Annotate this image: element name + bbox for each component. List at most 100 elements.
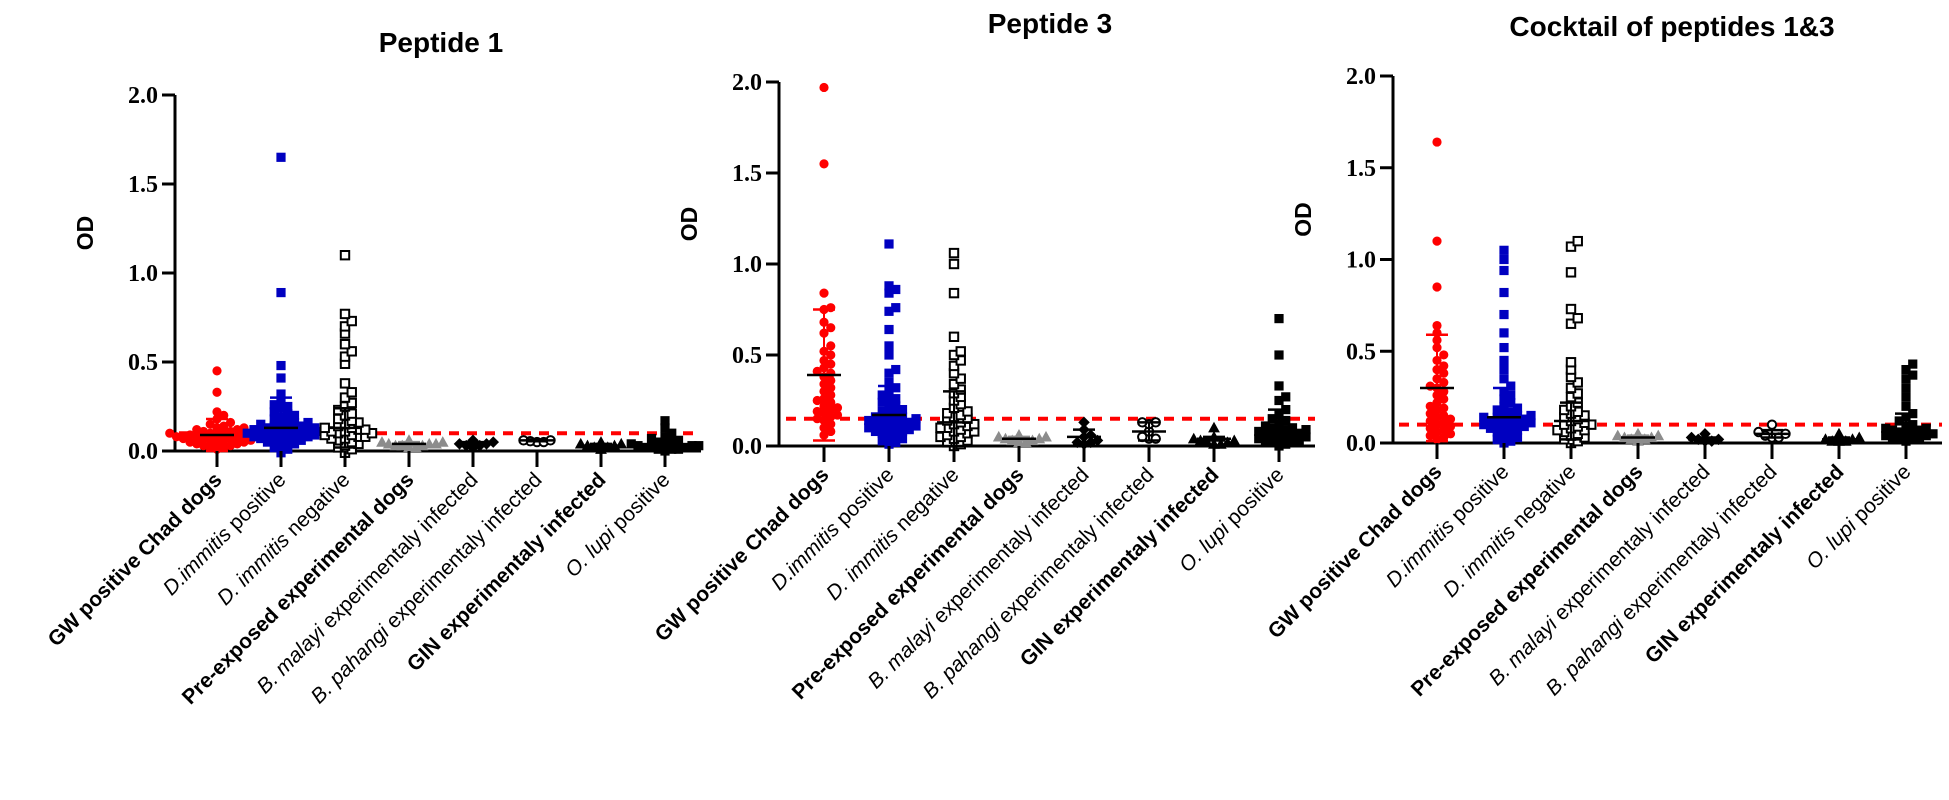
- group-6: [518, 435, 556, 448]
- x-tick-label-part: positive: [604, 468, 675, 539]
- group-2: [242, 152, 327, 458]
- data-point: [1439, 361, 1449, 371]
- group-3: [319, 250, 378, 458]
- data-point: [310, 423, 320, 433]
- y-tick-label: 0.0: [1346, 431, 1376, 457]
- x-tick-label-part: Pre-exposed experimental dogs: [178, 468, 419, 709]
- data-point: [346, 315, 357, 327]
- data-point: [891, 364, 901, 375]
- data-point: [212, 407, 222, 417]
- data-point: [1921, 423, 1931, 433]
- data-point: [1499, 355, 1509, 366]
- group-1: [1420, 137, 1456, 444]
- data-point: [212, 366, 222, 376]
- data-point: [819, 159, 829, 169]
- group-6: [1753, 419, 1791, 443]
- data-point: [339, 250, 351, 261]
- chart-title: Peptide 3: [988, 8, 1112, 39]
- group-8: [1254, 313, 1311, 451]
- data-point: [1565, 267, 1577, 278]
- y-tick-label: 1.5: [128, 172, 158, 198]
- data-point: [891, 383, 901, 393]
- x-tick-label: Pre-exposed experimental dogs: [788, 463, 1029, 704]
- data-point: [948, 331, 960, 343]
- data-point: [1301, 425, 1311, 435]
- data-point: [962, 406, 973, 417]
- data-point: [615, 437, 628, 449]
- data-point: [1260, 421, 1271, 431]
- data-point: [360, 424, 371, 435]
- group-2: [864, 239, 921, 449]
- group-1: [165, 366, 269, 454]
- y-axis-label: OD: [676, 207, 702, 242]
- data-point: [1572, 377, 1583, 388]
- data-point: [1499, 254, 1509, 265]
- chart-title: Cocktail of peptides 1&3: [1509, 11, 1834, 42]
- x-tick-label-part: Pre-exposed experimental dogs: [788, 463, 1029, 704]
- data-point: [339, 339, 351, 350]
- data-point: [1432, 137, 1442, 147]
- data-point: [1565, 318, 1577, 329]
- data-point: [1526, 410, 1536, 421]
- group-8: [1881, 359, 1938, 446]
- group-7: [574, 436, 628, 454]
- data-point: [667, 428, 677, 438]
- group-5: [1067, 416, 1104, 450]
- x-tick-label-part: positive: [1845, 460, 1916, 531]
- data-point: [1908, 359, 1918, 369]
- data-point: [884, 239, 894, 249]
- data-point: [1228, 434, 1241, 446]
- data-point: [1512, 403, 1523, 413]
- data-point: [826, 323, 836, 333]
- data-point: [376, 436, 388, 447]
- data-point: [1881, 423, 1891, 433]
- data-point: [891, 394, 901, 404]
- data-point: [955, 373, 966, 384]
- x-tick-label-part: positive: [1218, 463, 1289, 534]
- data-point: [1281, 392, 1291, 402]
- data-point: [1908, 370, 1918, 380]
- data-point: [487, 436, 500, 448]
- data-point: [1565, 241, 1577, 252]
- group-7: [1187, 421, 1241, 449]
- data-point: [935, 422, 946, 434]
- data-point: [694, 441, 704, 451]
- data-point: [1432, 236, 1442, 246]
- data-point: [1187, 432, 1200, 444]
- data-point: [1499, 265, 1509, 276]
- y-axis-label: OD: [1290, 202, 1316, 237]
- data-point: [339, 321, 351, 332]
- chart-title: Peptide 1: [379, 27, 503, 58]
- y-tick-label: 0.0: [128, 439, 158, 465]
- data-point: [812, 406, 822, 417]
- y-tick-label: 2.0: [128, 83, 158, 109]
- group-3: [1552, 235, 1597, 449]
- data-point: [1254, 426, 1264, 437]
- data-point: [1853, 431, 1866, 443]
- data-point: [1439, 350, 1449, 360]
- data-point: [339, 308, 351, 320]
- data-point: [870, 412, 881, 422]
- data-point: [948, 258, 960, 270]
- data-point: [276, 287, 286, 298]
- data-point: [1652, 429, 1665, 441]
- data-point: [185, 430, 195, 440]
- data-point: [826, 341, 836, 351]
- group-4: [1611, 427, 1665, 446]
- y-tick-label: 0.5: [732, 343, 762, 369]
- y-tick-label: 1.5: [1346, 156, 1376, 182]
- group-8: [626, 416, 704, 456]
- data-point: [948, 287, 960, 299]
- data-point: [1274, 350, 1284, 360]
- data-point: [1565, 303, 1577, 315]
- y-tick-label: 2.0: [732, 70, 762, 96]
- data-point: [276, 152, 286, 162]
- data-point: [225, 417, 236, 428]
- data-point: [955, 384, 966, 395]
- data-point: [346, 387, 357, 398]
- data-point: [1281, 415, 1291, 426]
- data-point: [1565, 382, 1577, 394]
- y-tick-label: 0.5: [128, 350, 158, 376]
- x-tick-label: D.immitis positive: [159, 468, 291, 600]
